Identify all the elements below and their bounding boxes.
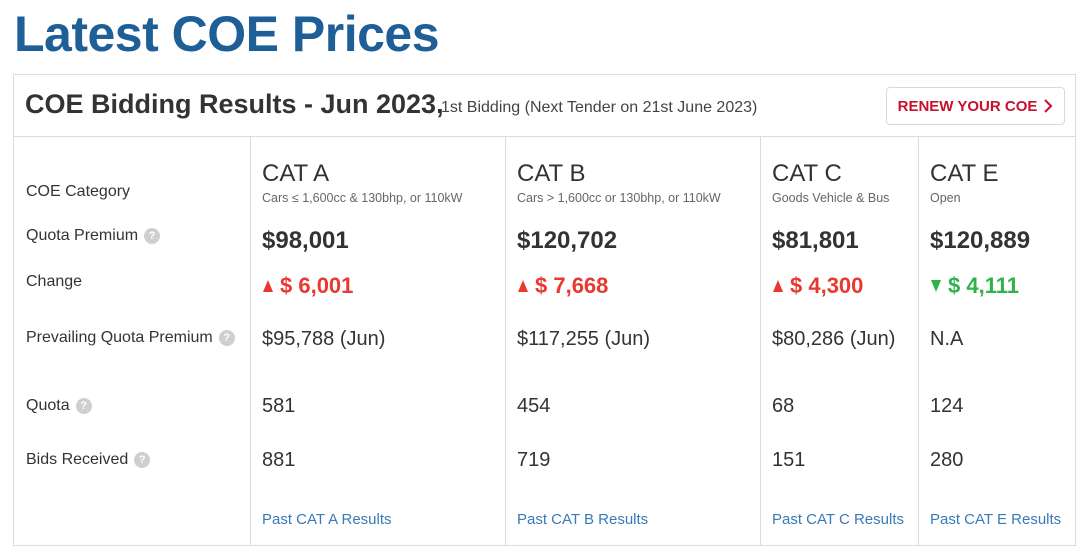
quota-value: 124 bbox=[930, 395, 964, 417]
row-label-change: Change bbox=[26, 273, 82, 291]
past-results-link[interactable]: Past CAT E Results bbox=[930, 511, 1062, 528]
change-amount: $ 6,001 bbox=[280, 273, 354, 298]
quota-value: 68 bbox=[772, 395, 795, 417]
triangle-down-icon bbox=[931, 280, 941, 292]
change-amount: $ 7,668 bbox=[535, 273, 609, 298]
change-value: $ 6,001 bbox=[262, 273, 353, 299]
category-name: CAT A bbox=[262, 160, 330, 187]
page-title: Latest COE Prices bbox=[14, 6, 440, 62]
column-divider bbox=[250, 137, 251, 545]
category-description: Cars > 1,600cc or 130bhp, or 110kW bbox=[517, 191, 721, 205]
renew-coe-label: RENEW YOUR COE bbox=[897, 97, 1038, 115]
bidding-results-title: COE Bidding Results - Jun 2023, bbox=[25, 89, 444, 119]
bids-received-value: 280 bbox=[930, 449, 964, 471]
change-value: $ 4,111 bbox=[930, 273, 1019, 299]
quota-value: 581 bbox=[262, 395, 296, 417]
past-results-link[interactable]: Past CAT C Results bbox=[772, 511, 904, 528]
past-results-link[interactable]: Past CAT A Results bbox=[262, 511, 392, 528]
renew-coe-button[interactable]: RENEW YOUR COE bbox=[886, 87, 1065, 125]
triangle-up-icon bbox=[518, 280, 528, 292]
coe-results-card: COE Bidding Results - Jun 2023, 1st Bidd… bbox=[13, 74, 1076, 546]
row-label-text: Quota bbox=[26, 397, 70, 414]
category-description: Goods Vehicle & Bus bbox=[772, 191, 890, 205]
bids-received-value: 881 bbox=[262, 449, 296, 471]
column-divider bbox=[505, 137, 506, 545]
quota-premium-value: $120,889 bbox=[930, 227, 1031, 254]
quota-premium-value: $98,001 bbox=[262, 227, 349, 254]
help-icon[interactable]: ? bbox=[75, 398, 92, 414]
chevron-right-icon bbox=[1044, 99, 1053, 113]
change-amount: $ 4,111 bbox=[948, 273, 1019, 298]
row-label-text: Change bbox=[26, 273, 83, 290]
category-description: Cars ≤ 1,600cc & 130bhp, or 110kW bbox=[262, 191, 463, 205]
prevailing-premium-value: $80,286 (Jun) bbox=[772, 328, 896, 350]
triangle-up-icon bbox=[263, 280, 273, 292]
change-value: $ 7,668 bbox=[517, 273, 608, 299]
quota-value: 454 bbox=[517, 395, 551, 417]
category-name: CAT C bbox=[772, 160, 842, 187]
bids-received-value: 151 bbox=[772, 449, 806, 471]
change-amount: $ 4,300 bbox=[790, 273, 864, 298]
column-divider bbox=[918, 137, 919, 545]
card-header: COE Bidding Results - Jun 2023, 1st Bidd… bbox=[14, 75, 1075, 137]
change-value: $ 4,300 bbox=[772, 273, 863, 299]
bidding-results-subtitle: 1st Bidding (Next Tender on 21st June 20… bbox=[441, 99, 758, 116]
row-label-text: Prevailing Quota Premium bbox=[26, 329, 213, 346]
row-label-quota-premium: Quota Premium ? bbox=[26, 227, 161, 245]
row-label-category: COE Category bbox=[26, 183, 130, 201]
row-label-text: Bids Received bbox=[26, 451, 129, 468]
category-name: CAT B bbox=[517, 160, 586, 187]
category-name: CAT E bbox=[930, 160, 999, 187]
row-label-prevailing: Prevailing Quota Premium ? bbox=[26, 329, 235, 347]
column-divider bbox=[760, 137, 761, 545]
quota-premium-value: $81,801 bbox=[772, 227, 859, 254]
past-results-link[interactable]: Past CAT B Results bbox=[517, 511, 649, 528]
row-label-text: COE Category bbox=[26, 183, 131, 200]
triangle-up-icon bbox=[773, 280, 783, 292]
row-label-bids: Bids Received ? bbox=[26, 451, 151, 469]
quota-premium-value: $120,702 bbox=[517, 227, 618, 254]
help-icon[interactable]: ? bbox=[134, 452, 151, 468]
prevailing-premium-value: $117,255 (Jun) bbox=[517, 328, 651, 350]
help-icon[interactable]: ? bbox=[218, 330, 235, 346]
row-label-text: Quota Premium bbox=[26, 227, 139, 244]
prevailing-premium-value: $95,788 (Jun) bbox=[262, 328, 386, 350]
category-description: Open bbox=[930, 191, 961, 205]
help-icon[interactable]: ? bbox=[144, 228, 161, 244]
prevailing-premium-value: N.A bbox=[930, 328, 964, 350]
row-label-quota: Quota ? bbox=[26, 397, 92, 415]
bids-received-value: 719 bbox=[517, 449, 551, 471]
